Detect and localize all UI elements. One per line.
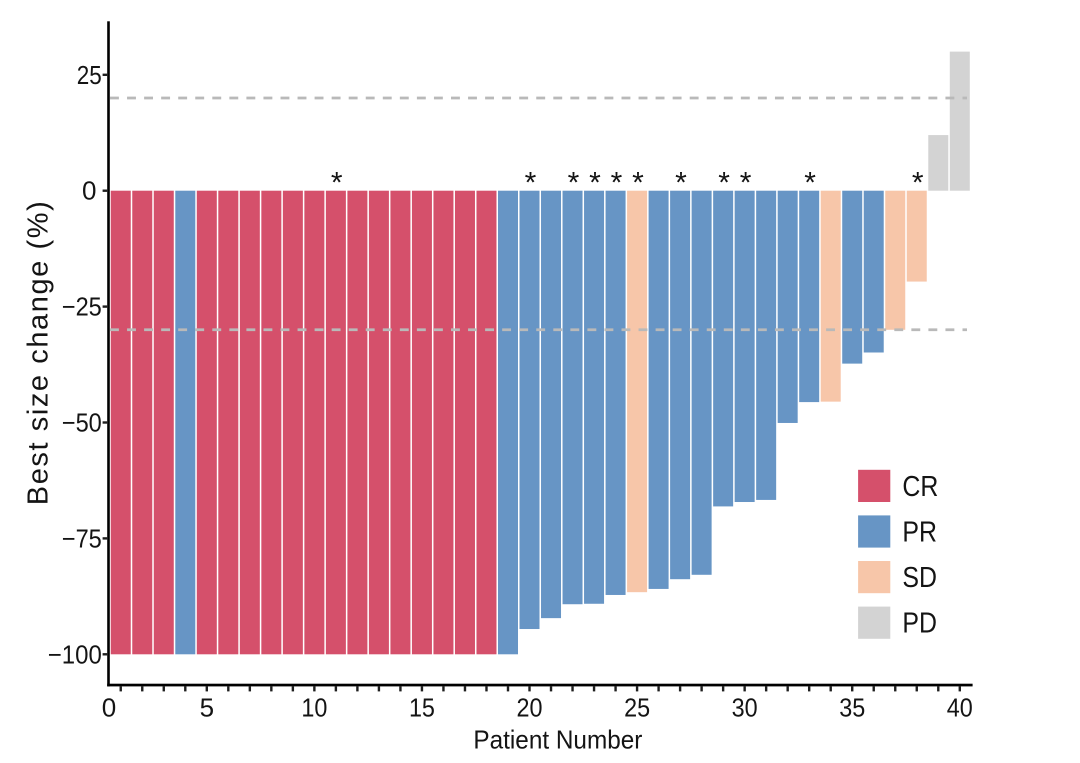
svg-text:SD: SD [902,562,937,594]
svg-text:*: * [331,166,343,199]
svg-text:*: * [912,166,924,199]
svg-text:0: 0 [82,176,96,206]
svg-text:*: * [611,166,623,199]
svg-text:5: 5 [200,692,214,722]
svg-text:0: 0 [102,692,116,722]
svg-text:*: * [740,166,752,199]
svg-text:25: 25 [624,692,650,722]
svg-text:PR: PR [902,517,937,549]
svg-text:*: * [632,166,644,199]
svg-text:*: * [568,166,580,199]
svg-text:20: 20 [517,692,543,722]
svg-text:30: 30 [732,692,758,722]
svg-text:*: * [718,166,730,199]
svg-text:−25: −25 [62,292,102,322]
svg-text:−50: −50 [62,408,102,438]
svg-text:35: 35 [839,692,865,722]
svg-text:Patient Number: Patient Number [473,724,642,754]
svg-text:Best size change (%): Best size change (%) [23,201,55,505]
svg-text:−100: −100 [48,639,102,669]
svg-text:*: * [675,166,687,199]
svg-text:10: 10 [301,692,327,722]
svg-text:40: 40 [947,692,973,722]
svg-text:CR: CR [902,471,938,503]
svg-text:15: 15 [409,692,435,722]
svg-text:−75: −75 [62,523,102,553]
svg-text:25: 25 [77,60,102,90]
svg-text:PD: PD [902,608,937,640]
svg-text:*: * [804,166,816,199]
svg-text:*: * [525,166,537,199]
svg-text:*: * [589,166,601,199]
